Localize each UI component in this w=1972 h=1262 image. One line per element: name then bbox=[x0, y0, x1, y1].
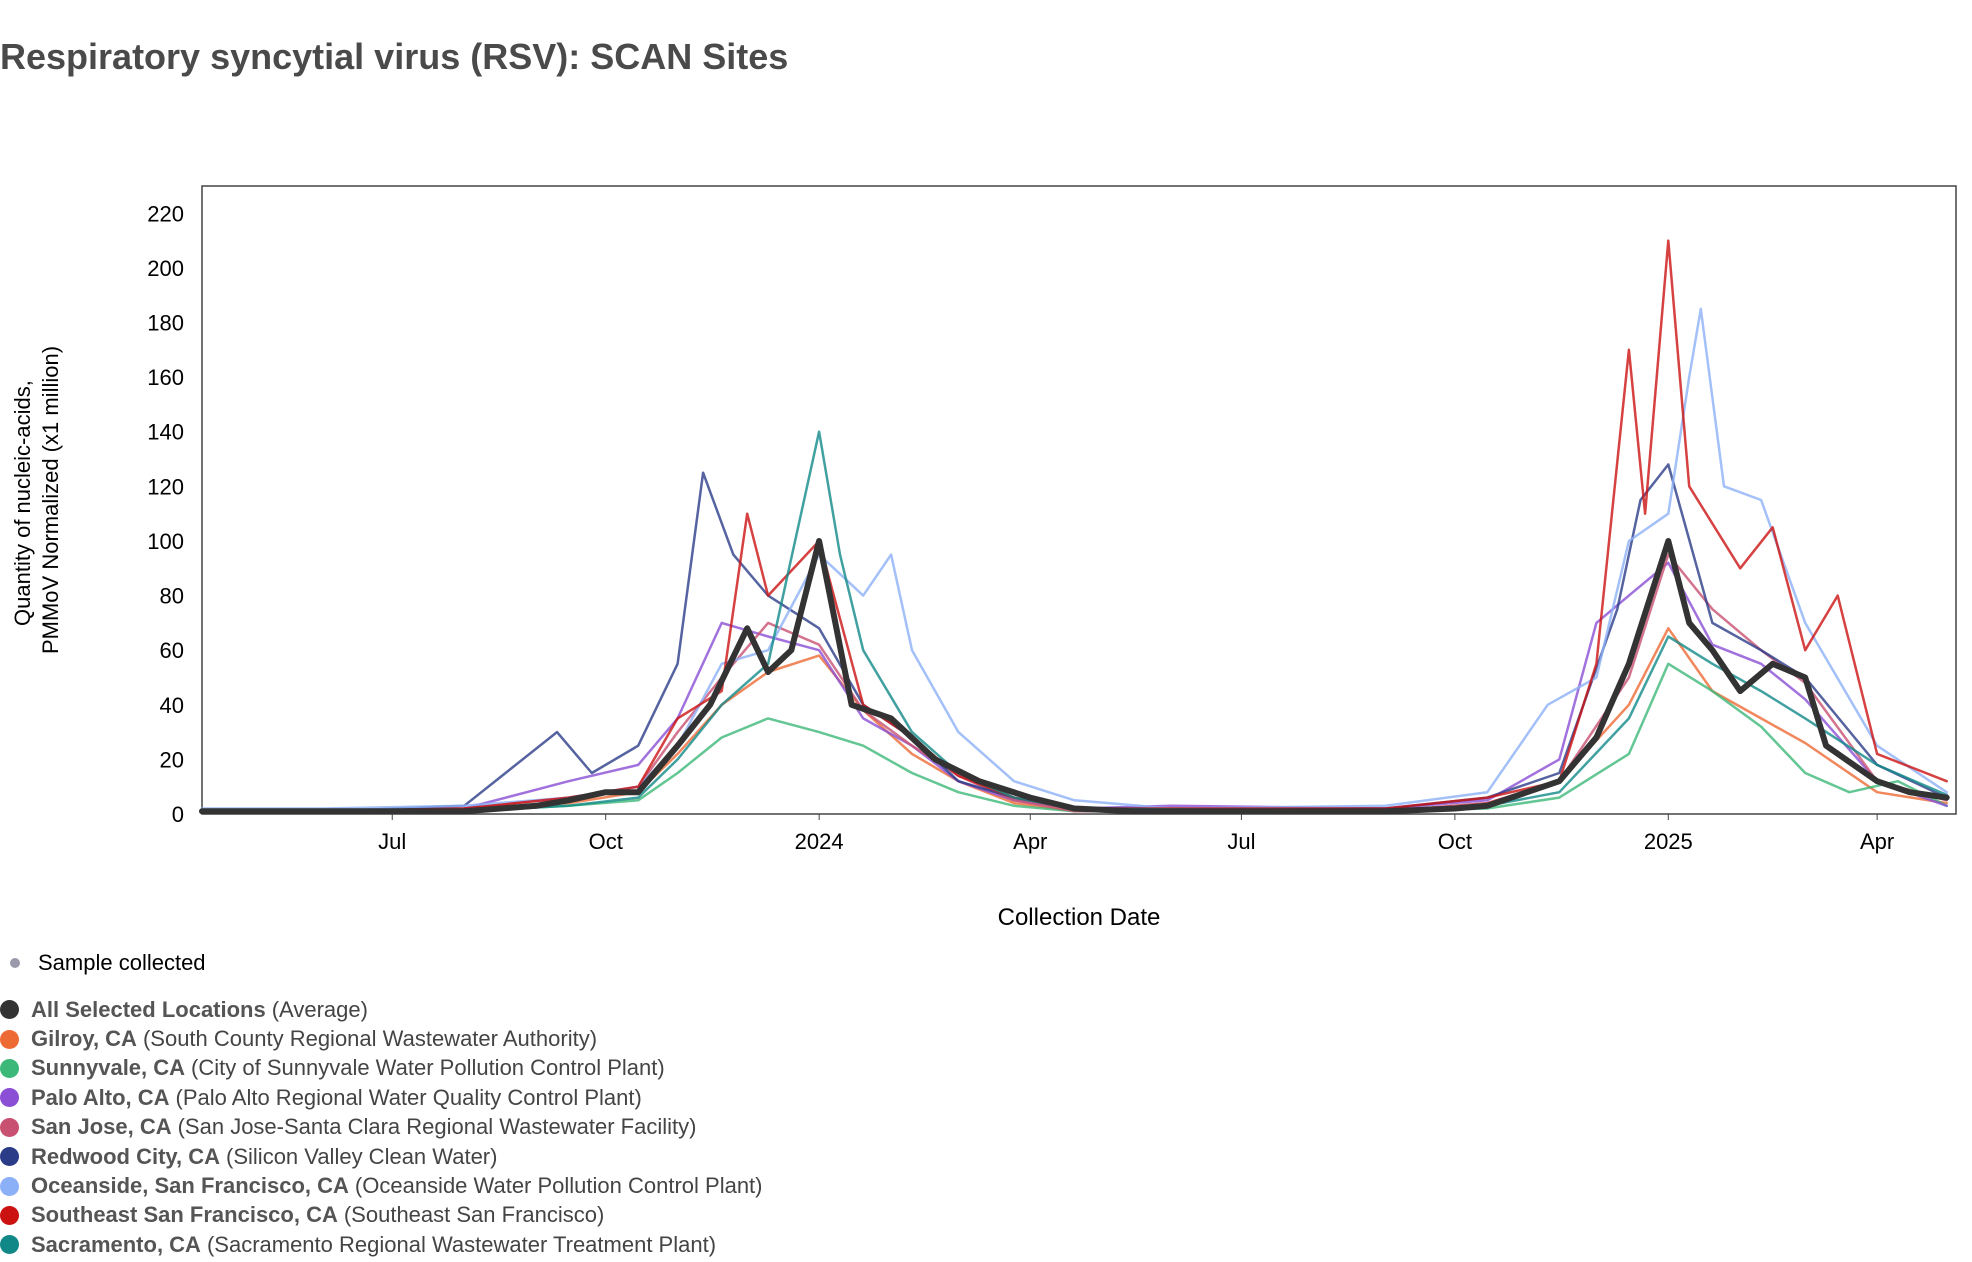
legend-swatch-icon bbox=[0, 1000, 19, 1020]
y-tick-label: 200 bbox=[147, 256, 184, 281]
legend-location-desc: (City of Sunnyvale Water Pollution Contr… bbox=[191, 1055, 665, 1081]
series-line-sunnyvale-ca[interactable] bbox=[200, 662, 1948, 813]
legend: All Selected Locations (Average) Gilroy, C… bbox=[0, 995, 763, 1260]
y-tick-label: 160 bbox=[147, 365, 184, 390]
legend-location-desc: (Average) bbox=[271, 996, 368, 1022]
rsv-line-chart: Jul Oct 2024 Apr Jul Oct 2025 Apr 0 20 40 60 80 100 1… bbox=[10, 185, 1957, 931]
legend-item[interactable]: Sunnyvale, CA (City of Sunnyvale Water Po… bbox=[0, 1054, 763, 1083]
series-line-sacramento-ca[interactable] bbox=[200, 430, 1948, 813]
legend-swatch-icon bbox=[0, 1176, 19, 1196]
legend-location-name: Sunnyvale, CA bbox=[31, 1055, 186, 1081]
y-tick-label: 80 bbox=[160, 584, 184, 609]
sample-collected-legend: Sample collected bbox=[10, 950, 206, 976]
legend-location-desc: (Southeast San Francisco) bbox=[343, 1202, 605, 1228]
y-tick-label: 220 bbox=[147, 201, 184, 226]
legend-item[interactable]: All Selected Locations (Average) bbox=[0, 995, 763, 1024]
x-tick-label: Jul bbox=[1227, 829, 1255, 854]
legend-item[interactable]: San Jose, CA (San Jose-Santa Clara Region… bbox=[0, 1113, 763, 1142]
legend-item[interactable]: Palo Alto, CA (Palo Alto Regional Water Q… bbox=[0, 1083, 763, 1112]
y-tick-label: 140 bbox=[147, 420, 184, 445]
y-tick-label: 60 bbox=[160, 638, 184, 663]
x-tick-label: Apr bbox=[1013, 829, 1047, 854]
x-tick-label: 2024 bbox=[795, 829, 844, 854]
legend-location-name: Oceanside, San Francisco, CA bbox=[31, 1173, 349, 1199]
legend-location-name: Sacramento, CA bbox=[31, 1231, 201, 1257]
y-tick-label: 20 bbox=[160, 747, 184, 772]
legend-swatch-icon bbox=[0, 1205, 19, 1225]
legend-location-name: San Jose, CA bbox=[31, 1114, 172, 1140]
legend-swatch-icon bbox=[0, 1029, 19, 1049]
legend-item[interactable]: Sacramento, CA (Sacramento Regional Waste… bbox=[0, 1230, 763, 1259]
series-line-palo-alto-ca[interactable] bbox=[200, 561, 1948, 813]
legend-location-name: Southeast San Francisco, CA bbox=[31, 1202, 338, 1228]
legend-item[interactable]: Redwood City, CA (Silicon Valley Clean Wa… bbox=[0, 1142, 763, 1171]
x-tick-label: Apr bbox=[1860, 829, 1894, 854]
legend-location-name: All Selected Locations bbox=[31, 996, 266, 1022]
legend-location-desc: (Palo Alto Regional Water Quality Contro… bbox=[175, 1084, 642, 1110]
legend-item[interactable]: Gilroy, CA (South County Regional Wastewa… bbox=[0, 1024, 763, 1053]
y-tick-label: 100 bbox=[147, 529, 184, 554]
series-line-oceanside-san-francisco-ca[interactable] bbox=[200, 307, 1948, 810]
plot-area-frame bbox=[201, 185, 1957, 815]
x-tick-label: Jul bbox=[378, 829, 406, 854]
legend-location-name: Palo Alto, CA bbox=[31, 1084, 170, 1110]
y-axis-label: Quantity of nucleic-acids, PMMoV Normali… bbox=[10, 346, 63, 654]
series-line-all-selected-locations[interactable] bbox=[199, 538, 1950, 815]
sample-legend-label: Sample collected bbox=[38, 950, 206, 975]
legend-swatch-icon bbox=[0, 1117, 19, 1137]
legend-item[interactable]: Southeast San Francisco, CA (Southeast Sa… bbox=[0, 1201, 763, 1230]
series-line-redwood-city-ca[interactable] bbox=[200, 463, 1948, 813]
x-tick-label: Oct bbox=[589, 829, 623, 854]
legend-location-desc: (San Jose-Santa Clara Regional Wastewate… bbox=[177, 1114, 697, 1140]
series-line-gilroy-ca[interactable] bbox=[200, 627, 1948, 813]
legend-swatch-icon bbox=[0, 1147, 19, 1167]
legend-location-desc: (South County Regional Wastewater Author… bbox=[142, 1026, 598, 1052]
legend-location-desc: (Silicon Valley Clean Water) bbox=[226, 1143, 498, 1169]
legend-swatch-icon bbox=[0, 1088, 19, 1108]
y-tick-label: 120 bbox=[147, 474, 184, 499]
x-tick-label: Oct bbox=[1438, 829, 1472, 854]
legend-swatch-icon bbox=[0, 1235, 19, 1255]
x-axis-label: Collection Date bbox=[998, 904, 1161, 931]
legend-location-desc: (Oceanside Water Pollution Control Plant… bbox=[354, 1173, 763, 1199]
legend-item[interactable]: Oceanside, San Francisco, CA (Oceanside W… bbox=[0, 1171, 763, 1200]
y-tick-label: 0 bbox=[172, 802, 184, 827]
x-tick-label: 2025 bbox=[1644, 829, 1693, 854]
legend-location-name: Redwood City, CA bbox=[31, 1143, 221, 1169]
legend-location-name: Gilroy, CA bbox=[31, 1026, 137, 1052]
legend-swatch-icon bbox=[0, 1058, 19, 1078]
legend-location-desc: (Sacramento Regional Wastewater Treatmen… bbox=[206, 1231, 717, 1257]
sample-dot-icon bbox=[10, 958, 20, 968]
page-title: Respiratory syncytial virus (RSV): SCAN … bbox=[0, 36, 789, 77]
y-tick-label: 40 bbox=[160, 693, 184, 718]
y-tick-label: 180 bbox=[147, 311, 184, 336]
